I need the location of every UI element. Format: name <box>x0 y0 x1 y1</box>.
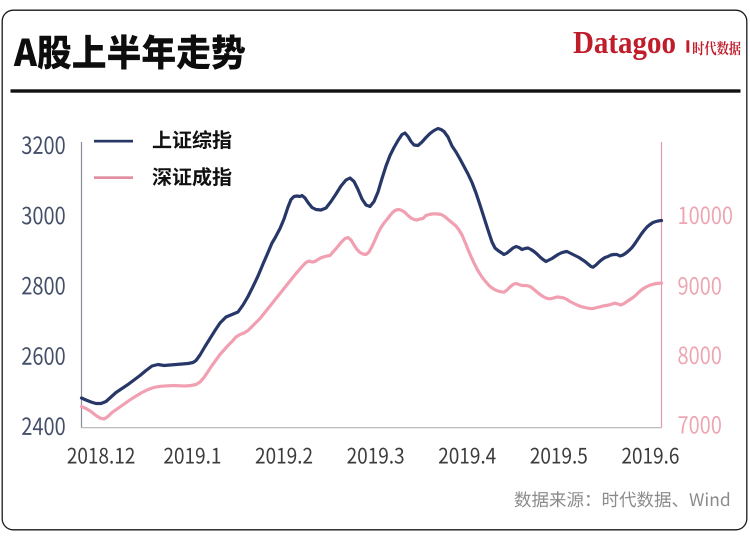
svg-text:Datagoo: Datagoo <box>573 24 676 60</box>
